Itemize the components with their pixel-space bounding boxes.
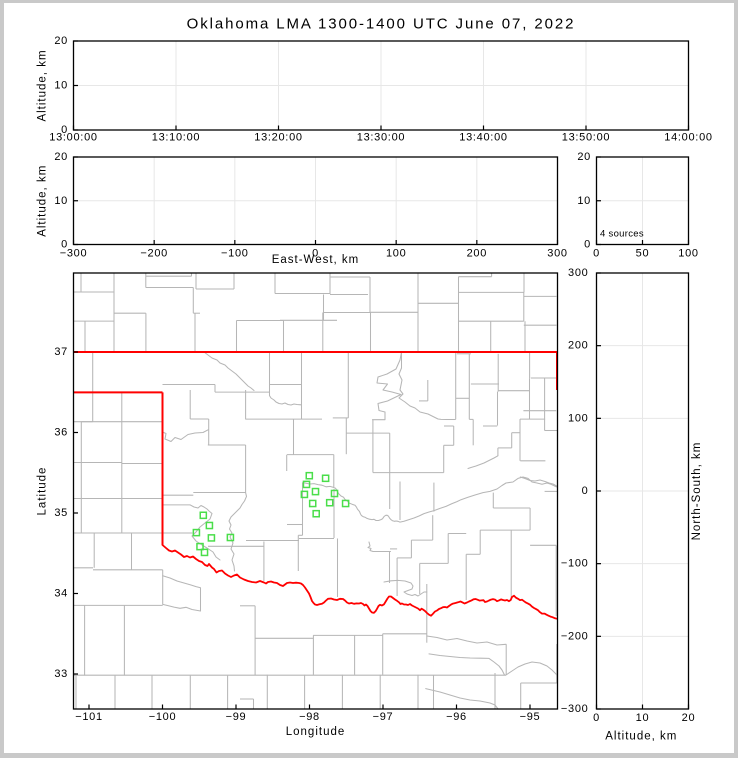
svg-text:−98: −98	[299, 711, 320, 723]
svg-text:50: 50	[636, 248, 650, 260]
svg-text:4 sources: 4 sources	[600, 229, 644, 240]
svg-text:13:50:00: 13:50:00	[562, 132, 610, 144]
svg-text:−97: −97	[373, 711, 394, 723]
svg-text:20: 20	[54, 151, 68, 163]
svg-text:13:10:00: 13:10:00	[152, 132, 200, 144]
svg-text:−200: −200	[140, 248, 168, 260]
svg-text:13:00:00: 13:00:00	[49, 132, 97, 144]
svg-text:300: 300	[568, 267, 588, 279]
svg-text:0: 0	[61, 239, 68, 251]
svg-text:100: 100	[386, 248, 406, 260]
svg-text:0: 0	[593, 712, 600, 724]
svg-text:13:20:00: 13:20:00	[254, 132, 302, 144]
svg-text:Altitude, km: Altitude, km	[37, 49, 49, 121]
svg-text:−100: −100	[149, 711, 177, 723]
svg-text:20: 20	[54, 35, 68, 47]
svg-text:13:40:00: 13:40:00	[459, 132, 507, 144]
svg-text:East-West, km: East-West, km	[272, 254, 360, 266]
svg-text:North-South, km: North-South, km	[691, 442, 703, 541]
svg-text:36: 36	[54, 427, 68, 439]
svg-text:33: 33	[54, 668, 68, 680]
svg-text:Altitude, km: Altitude, km	[37, 165, 49, 237]
svg-text:−100: −100	[221, 248, 249, 260]
svg-text:20: 20	[682, 712, 696, 724]
svg-text:10: 10	[636, 712, 650, 724]
svg-text:−300: −300	[561, 703, 589, 715]
svg-text:10: 10	[54, 80, 68, 92]
svg-text:0: 0	[582, 485, 589, 497]
svg-text:10: 10	[54, 195, 68, 207]
svg-text:37: 37	[54, 346, 68, 358]
svg-text:14:00:00: 14:00:00	[664, 132, 712, 144]
svg-text:−101: −101	[75, 711, 103, 723]
svg-text:−95: −95	[520, 711, 541, 723]
svg-text:0: 0	[61, 124, 68, 136]
svg-text:300: 300	[547, 248, 567, 260]
svg-text:200: 200	[568, 340, 588, 352]
svg-text:35: 35	[54, 507, 68, 519]
svg-text:Altitude, km: Altitude, km	[605, 731, 677, 743]
svg-text:0: 0	[584, 239, 591, 251]
svg-text:−96: −96	[446, 711, 467, 723]
svg-text:34: 34	[54, 588, 68, 600]
svg-text:Longitude: Longitude	[286, 726, 346, 738]
svg-text:−99: −99	[226, 711, 247, 723]
svg-text:0: 0	[312, 248, 319, 260]
svg-text:−300: −300	[60, 248, 88, 260]
svg-text:20: 20	[577, 151, 591, 163]
svg-text:10: 10	[577, 195, 591, 207]
svg-text:−200: −200	[561, 630, 589, 642]
svg-text:200: 200	[467, 248, 487, 260]
svg-text:100: 100	[568, 412, 588, 424]
svg-text:Latitude: Latitude	[37, 467, 49, 516]
svg-text:100: 100	[678, 248, 698, 260]
svg-text:−100: −100	[561, 558, 589, 570]
svg-text:0: 0	[593, 248, 600, 260]
svg-text:13:30:00: 13:30:00	[357, 132, 405, 144]
svg-text:Oklahoma LMA 1300-1400 UTC Jun: Oklahoma LMA 1300-1400 UTC June 07, 2022	[187, 16, 576, 33]
